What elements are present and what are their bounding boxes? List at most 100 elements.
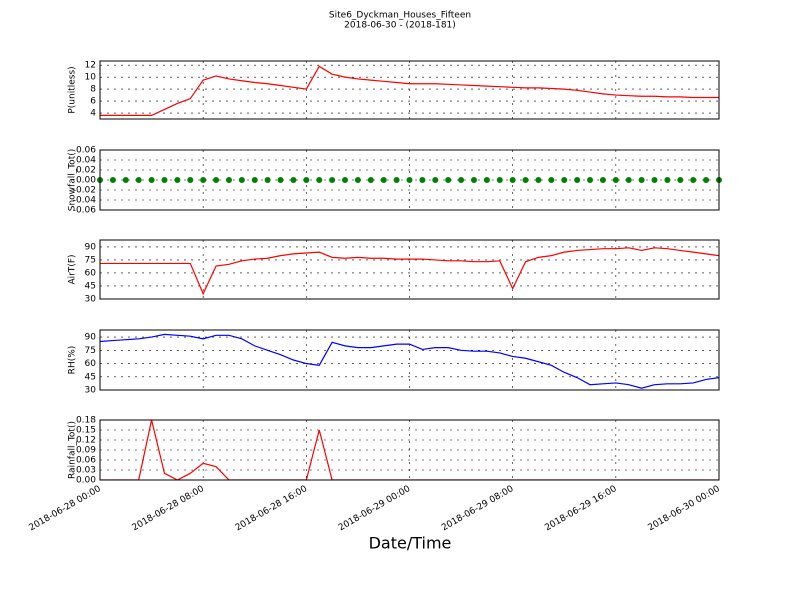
data-point: [213, 177, 220, 183]
data-point: [200, 177, 207, 183]
y-tick-label: 75: [85, 255, 96, 265]
plot-frame: [99, 239, 720, 300]
y-tick-label: 0.00: [76, 476, 96, 486]
data-point: [458, 177, 465, 183]
y-tick-label: -0.06: [73, 206, 97, 216]
y-tick-label: 0.15: [76, 426, 96, 436]
data-point: [535, 177, 542, 183]
data-point: [677, 177, 684, 183]
plot-frame: [99, 60, 720, 120]
data-point: [316, 177, 323, 183]
data-point: [161, 177, 168, 183]
data-point: [625, 177, 632, 183]
data-point: [509, 177, 516, 183]
data-point: [135, 177, 142, 183]
data-point: [303, 177, 310, 183]
data-point: [277, 177, 284, 183]
y-tick-label: 60: [85, 268, 97, 278]
x-tick-label: 2018-06-28 16:00: [234, 484, 309, 533]
data-line: [100, 333, 719, 389]
chart-subtitle: 2018-06-30 - (2018-181): [344, 21, 456, 31]
data-point: [470, 177, 477, 183]
y-tick-label: 12: [85, 61, 96, 71]
y-tick-label: 4: [90, 109, 96, 119]
data-point: [393, 177, 400, 183]
data-point: [290, 177, 297, 183]
data-point: [548, 177, 555, 183]
data-point: [612, 177, 619, 183]
data-point: [380, 177, 387, 183]
y-tick-label: 30: [85, 295, 97, 305]
y-tick-label: 30: [85, 386, 97, 396]
y-tick-label: 0.06: [76, 456, 96, 466]
data-point: [690, 177, 697, 183]
x-tick-label: 2018-06-30 00:00: [647, 484, 722, 533]
data-point: [432, 177, 439, 183]
data-point: [251, 177, 258, 183]
data-point: [354, 177, 361, 183]
data-point: [599, 177, 606, 183]
y-tick-label: 45: [85, 281, 96, 291]
y-tick-label: 8: [90, 85, 96, 95]
chart-title: Site6_Dyckman_Houses_Fifteen: [329, 11, 471, 21]
data-point: [367, 177, 374, 183]
plot-frame: [99, 419, 720, 481]
data-point: [703, 177, 710, 183]
x-tick-label: 2018-06-28 08:00: [131, 484, 206, 533]
data-point: [109, 177, 116, 183]
data-point: [187, 177, 194, 183]
data-line: [100, 247, 719, 296]
x-tick-label: 2018-06-29 08:00: [440, 484, 515, 533]
y-tick-label: 0.12: [76, 436, 96, 446]
data-point: [329, 177, 336, 183]
x-tick-label: 2018-06-29 00:00: [337, 484, 412, 533]
y-tick-label: 75: [85, 346, 96, 356]
data-point: [225, 177, 232, 183]
plot-frame: [99, 329, 720, 391]
data-point: [496, 177, 503, 183]
y-tick-label: 0.18: [76, 416, 96, 426]
data-point: [174, 177, 181, 183]
data-point: [445, 177, 452, 183]
plot-frame: [99, 149, 720, 211]
data-point: [664, 177, 671, 183]
data-point: [574, 177, 581, 183]
data-point: [638, 177, 645, 183]
data-point: [264, 177, 271, 183]
data-point: [587, 177, 594, 183]
data-point: [419, 177, 426, 183]
y-axis-label: RH(%): [68, 346, 78, 375]
y-axis-label: Snowfall_Tot(): [68, 149, 78, 212]
data-point: [561, 177, 568, 183]
y-tick-label: 6: [90, 97, 96, 107]
y-tick-label: 60: [85, 359, 97, 369]
x-tick-label: 2018-06-29 16:00: [543, 484, 618, 533]
data-point: [238, 177, 245, 183]
y-tick-label: 0.00: [76, 176, 96, 186]
data-line: [100, 420, 719, 480]
y-tick-label: -0.04: [73, 196, 97, 206]
data-point: [406, 177, 413, 183]
data-point: [483, 177, 490, 183]
y-tick-label: 0.03: [76, 466, 96, 476]
y-tick-label: 0.02: [76, 166, 96, 176]
y-tick-label: 0.06: [76, 146, 96, 156]
data-line: [100, 65, 719, 117]
y-axis-label: Rainfall_Tot(): [68, 421, 78, 479]
y-tick-label: 90: [85, 242, 97, 252]
y-tick-label: 10: [85, 73, 97, 83]
y-tick-label: 90: [85, 333, 97, 343]
data-point: [148, 177, 155, 183]
y-tick-label: -0.02: [73, 186, 96, 196]
y-tick-label: 0.04: [76, 156, 96, 166]
x-tick-label: 2018-06-28 00:00: [28, 484, 103, 533]
y-tick-label: 0.09: [76, 446, 96, 456]
x-axis-label: Date/Time: [369, 534, 452, 553]
y-axis-label: AirT(F): [68, 254, 78, 284]
data-point: [122, 177, 129, 183]
y-axis-label: P(unitless): [68, 66, 78, 113]
y-tick-label: 45: [85, 372, 96, 382]
data-point: [342, 177, 349, 183]
